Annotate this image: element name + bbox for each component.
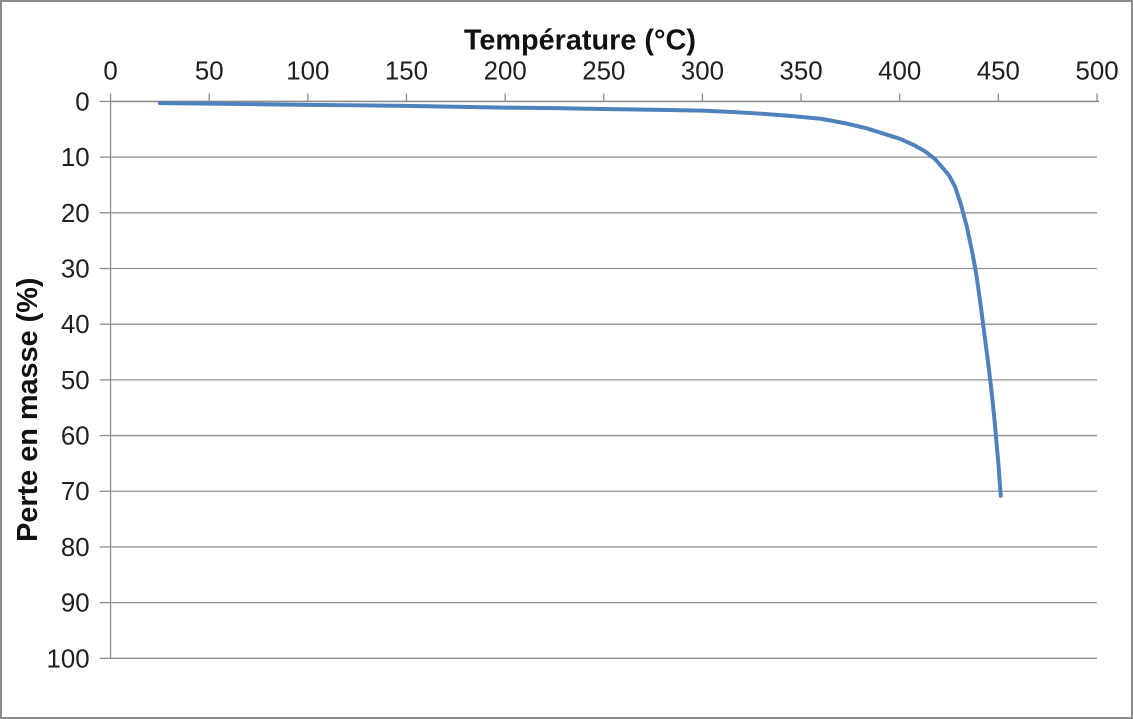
x-tick-label: 0	[103, 58, 117, 86]
y-tick-label: 20	[61, 200, 90, 228]
x-tick-label: 500	[1075, 58, 1118, 86]
y-tick-label: 50	[61, 367, 90, 395]
y-tick-label: 40	[61, 311, 90, 339]
x-tick-label: 250	[582, 58, 625, 86]
series-line-perte-en-masse	[157, 101, 1003, 498]
y-axis-title: Perte en masse (%)	[12, 278, 44, 542]
chart-layers: 0 10 20 30 40 50 60 70 80 90 100 0 50 100 150 200 250 300…	[47, 58, 1119, 674]
y-tick-label: 100	[47, 645, 90, 673]
gridlines	[110, 100, 1098, 659]
y-tick-label: 90	[61, 590, 90, 618]
x-tick-label: 200	[484, 58, 527, 86]
y-tick-label: 60	[61, 423, 90, 451]
y-tick-label: 30	[61, 255, 90, 283]
y-tick-label: 70	[61, 478, 90, 506]
x-axis-title: Température (°C)	[464, 25, 696, 57]
axes-and-ticks	[99, 93, 1100, 659]
y-tick-label: 80	[61, 534, 90, 562]
x-tick-label: 350	[780, 58, 823, 86]
x-tick-label: 450	[977, 58, 1020, 86]
y-tick-label: 0	[75, 88, 89, 116]
series	[157, 101, 1003, 498]
x-tick-label: 100	[286, 58, 329, 86]
x-tick-label: 150	[385, 58, 428, 86]
x-tick-label: 50	[195, 58, 224, 86]
x-tick-label: 300	[681, 58, 724, 86]
y-tick-label: 10	[61, 144, 90, 172]
tick-labels: 0 10 20 30 40 50 60 70 80 90 100 0 50 100 150 200 250 300…	[47, 58, 1119, 674]
x-tick-label: 400	[878, 58, 921, 86]
